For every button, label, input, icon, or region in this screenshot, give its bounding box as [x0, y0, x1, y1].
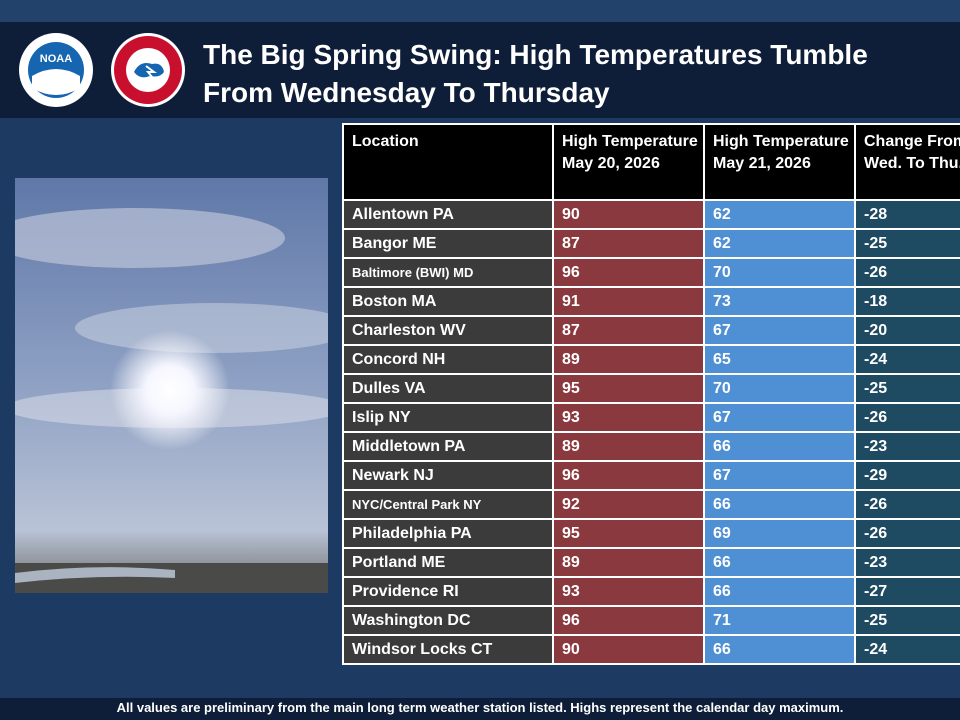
location-cell: Allentown PA [342, 199, 554, 230]
value-cell: -26 [854, 257, 960, 288]
value-cell: 91 [552, 286, 705, 317]
table-row: Bangor ME 87 62 -25 [342, 228, 960, 259]
value-cell: 89 [552, 344, 705, 375]
value-cell: 87 [552, 315, 705, 346]
table-row: Washington DC 96 71 -25 [342, 605, 960, 636]
value-cell: 62 [703, 228, 856, 259]
value-cell: 71 [703, 605, 856, 636]
value-cell: 95 [552, 518, 705, 549]
value-cell: 96 [552, 605, 705, 636]
table-row: Dulles VA 95 70 -25 [342, 373, 960, 404]
noaa-logo: NOAA [19, 33, 93, 107]
value-cell: 66 [703, 576, 856, 607]
value-cell: -25 [854, 605, 960, 636]
value-cell: -20 [854, 315, 960, 346]
value-cell: 73 [703, 286, 856, 317]
column-header: Location [342, 123, 554, 201]
location-cell: Newark NJ [342, 460, 554, 491]
value-cell: 90 [552, 199, 705, 230]
table-row: Allentown PA 90 62 -28 [342, 199, 960, 230]
value-cell: 87 [552, 228, 705, 259]
location-cell: Boston MA [342, 286, 554, 317]
value-cell: 67 [703, 402, 856, 433]
value-cell: -23 [854, 547, 960, 578]
table-row: Windsor Locks CT 90 66 -24 [342, 634, 960, 665]
value-cell: -23 [854, 431, 960, 462]
value-cell: 65 [703, 344, 856, 375]
noaa-text: NOAA [40, 53, 72, 65]
value-cell: 66 [703, 634, 856, 665]
value-cell: 89 [552, 547, 705, 578]
table-row: Baltimore (BWI) MD 96 70 -26 [342, 257, 960, 288]
value-cell: -27 [854, 576, 960, 607]
value-cell: -25 [854, 373, 960, 404]
value-cell: 96 [552, 257, 705, 288]
value-cell: -24 [854, 344, 960, 375]
footer: All values are preliminary from the main… [0, 698, 960, 720]
value-cell: -26 [854, 402, 960, 433]
value-cell: 70 [703, 257, 856, 288]
location-cell: NYC/Central Park NY [342, 489, 554, 520]
value-cell: 66 [703, 547, 856, 578]
value-cell: 67 [703, 315, 856, 346]
location-cell: Middletown PA [342, 431, 554, 462]
column-header: High Temperature May 21, 2026 [703, 123, 856, 201]
table-row: Providence RI 93 66 -27 [342, 576, 960, 607]
value-cell: -28 [854, 199, 960, 230]
table-row: Islip NY 93 67 -26 [342, 402, 960, 433]
location-cell: Philadelphia PA [342, 518, 554, 549]
location-cell: Concord NH [342, 344, 554, 375]
value-cell: 95 [552, 373, 705, 404]
table-row: Newark NJ 96 67 -29 [342, 460, 960, 491]
value-cell: 92 [552, 489, 705, 520]
value-cell: 93 [552, 402, 705, 433]
table-row: NYC/Central Park NY 92 66 -26 [342, 489, 960, 520]
value-cell: 66 [703, 431, 856, 462]
location-cell: Dulles VA [342, 373, 554, 404]
value-cell: -26 [854, 489, 960, 520]
value-cell: 93 [552, 576, 705, 607]
location-cell: Windsor Locks CT [342, 634, 554, 665]
table-row: Portland ME 89 66 -23 [342, 547, 960, 578]
location-cell: Islip NY [342, 402, 554, 433]
table-row: Charleston WV 87 67 -20 [342, 315, 960, 346]
location-cell: Portland ME [342, 547, 554, 578]
value-cell: 62 [703, 199, 856, 230]
location-cell: Washington DC [342, 605, 554, 636]
value-cell: 89 [552, 431, 705, 462]
table-row: Philadelphia PA 95 69 -26 [342, 518, 960, 549]
top-band [0, 0, 960, 22]
title: The Big Spring Swing: High Temperatures … [203, 39, 868, 108]
nws-logo [111, 33, 185, 107]
value-cell: 90 [552, 634, 705, 665]
location-cell: Charleston WV [342, 315, 554, 346]
value-cell: -29 [854, 460, 960, 491]
value-cell: 69 [703, 518, 856, 549]
table-row: Concord NH 89 65 -24 [342, 344, 960, 375]
photo [15, 178, 328, 593]
value-cell: 96 [552, 460, 705, 491]
column-header: Change From Wed. To Thu. [854, 123, 960, 201]
table-row: Middletown PA 89 66 -23 [342, 431, 960, 462]
location-cell: Baltimore (BWI) MD [342, 257, 554, 288]
value-cell: -24 [854, 634, 960, 665]
location-cell: Bangor ME [342, 228, 554, 259]
location-cell: Providence RI [342, 576, 554, 607]
value-cell: -26 [854, 518, 960, 549]
value-cell: 70 [703, 373, 856, 404]
value-cell: -25 [854, 228, 960, 259]
value-cell: -18 [854, 286, 960, 317]
temperature-table: Location High Temperature May 20, 2026 Hig… [342, 123, 960, 665]
value-cell: 67 [703, 460, 856, 491]
value-cell: 66 [703, 489, 856, 520]
column-header: High Temperature May 20, 2026 [552, 123, 705, 201]
table-row: Boston MA 91 73 -18 [342, 286, 960, 317]
